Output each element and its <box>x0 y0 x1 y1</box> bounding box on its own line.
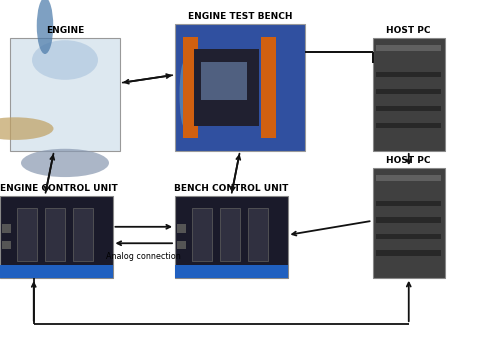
Ellipse shape <box>0 117 54 140</box>
FancyBboxPatch shape <box>372 38 445 151</box>
Bar <box>17 208 37 261</box>
Bar <box>2 224 12 233</box>
Bar <box>177 241 186 249</box>
Ellipse shape <box>180 60 190 128</box>
Ellipse shape <box>21 149 109 177</box>
Bar <box>376 45 442 51</box>
Text: HOST PC: HOST PC <box>386 156 431 165</box>
Bar <box>376 175 442 181</box>
Bar <box>376 234 442 239</box>
Bar <box>194 49 260 126</box>
Ellipse shape <box>32 40 98 80</box>
Text: ENGINE CONTROL UNIT: ENGINE CONTROL UNIT <box>0 184 118 193</box>
Bar <box>376 217 442 223</box>
Bar <box>2 241 12 249</box>
Bar <box>376 88 442 94</box>
FancyBboxPatch shape <box>372 168 445 278</box>
Text: ENGINE: ENGINE <box>46 26 84 35</box>
Bar <box>376 250 442 256</box>
FancyBboxPatch shape <box>175 24 305 151</box>
FancyBboxPatch shape <box>10 38 120 151</box>
Bar <box>261 37 276 138</box>
Text: ENGINE TEST BENCH: ENGINE TEST BENCH <box>188 12 292 21</box>
FancyBboxPatch shape <box>0 196 112 278</box>
Bar <box>183 37 198 138</box>
Bar <box>220 208 240 261</box>
Bar <box>376 201 442 206</box>
Bar <box>175 265 288 278</box>
Bar <box>192 208 212 261</box>
Bar <box>201 62 246 100</box>
Bar <box>0 265 112 278</box>
Bar <box>376 106 442 111</box>
Bar <box>376 72 442 78</box>
Ellipse shape <box>37 0 53 54</box>
Bar <box>73 208 94 261</box>
Bar <box>376 122 442 128</box>
Bar <box>45 208 65 261</box>
Text: HOST PC: HOST PC <box>386 26 431 35</box>
FancyBboxPatch shape <box>175 196 288 278</box>
Text: BENCH CONTROL UNIT: BENCH CONTROL UNIT <box>174 184 288 193</box>
Text: Analog connection: Analog connection <box>106 252 181 261</box>
Bar <box>177 224 186 233</box>
Bar <box>248 208 268 261</box>
